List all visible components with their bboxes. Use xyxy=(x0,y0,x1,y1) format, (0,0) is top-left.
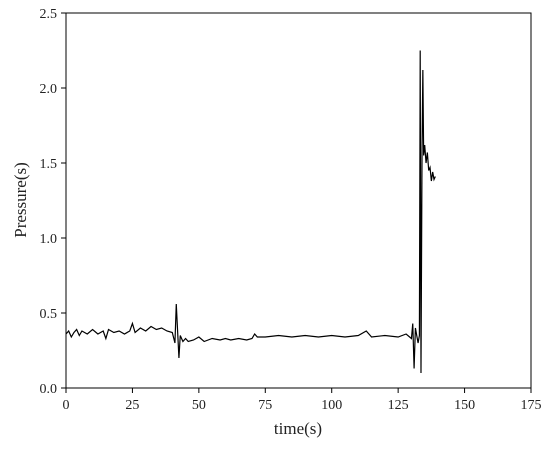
data-line xyxy=(65,50,436,374)
y-tick-label: 0.5 xyxy=(40,307,58,322)
y-tick-label: 2.5 xyxy=(40,7,58,22)
y-tick-label: 2.0 xyxy=(40,82,58,97)
x-axis-title: time(s) xyxy=(274,419,322,438)
x-tick-label: 25 xyxy=(125,398,139,413)
x-tick-label: 100 xyxy=(321,398,342,413)
y-tick-label: 0.0 xyxy=(40,382,58,397)
plot-frame xyxy=(65,12,532,389)
x-tick-label: 150 xyxy=(454,398,475,413)
x-tick-label: 175 xyxy=(521,398,542,413)
x-tick-label: 75 xyxy=(258,398,272,413)
x-tick-label: 0 xyxy=(63,398,70,413)
y-tick-label: 1.0 xyxy=(40,232,58,247)
y-tick-label: 1.5 xyxy=(40,157,58,172)
x-tick-label: 50 xyxy=(192,398,206,413)
x-tick-label: 125 xyxy=(388,398,409,413)
y-axis-title: Pressure(s) xyxy=(11,162,30,238)
